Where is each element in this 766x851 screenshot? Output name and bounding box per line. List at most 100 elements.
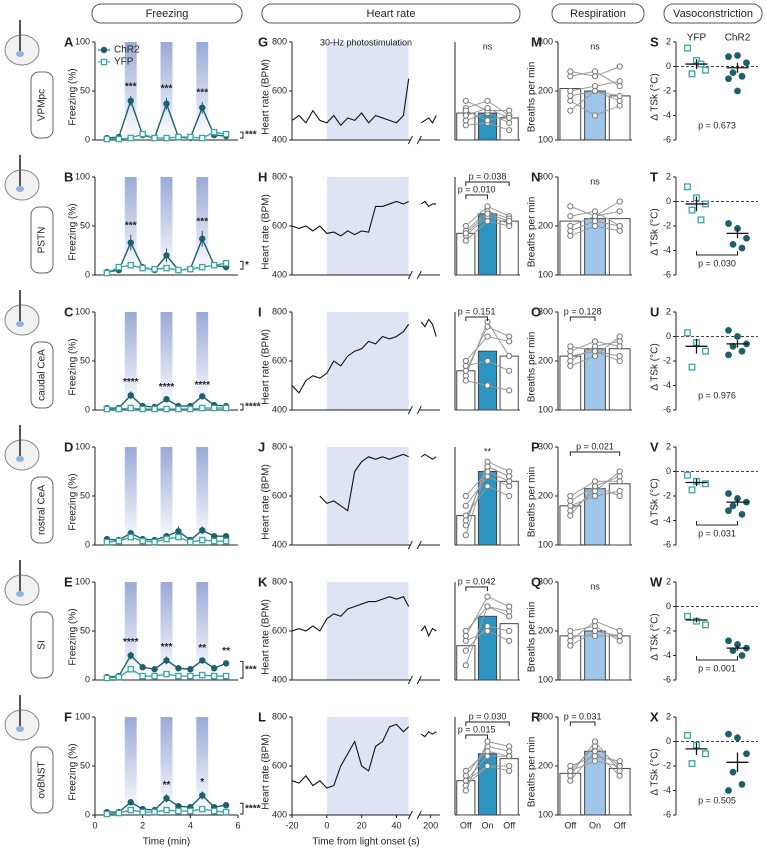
y-axis-label: Breaths per min [527,197,538,268]
x-axis-label: Time (min) [143,837,190,848]
point [684,183,691,191]
point [163,795,170,802]
point [567,502,574,509]
panel-letter: G [258,34,268,49]
point [729,240,737,248]
point [567,777,574,784]
point [115,537,123,545]
row-label-box [30,341,54,409]
point [115,135,123,143]
axis-break [407,135,413,145]
point [175,133,182,141]
bar [559,220,582,276]
y-tick-label: 400 [272,269,287,279]
y-tick-label: 200 [538,625,553,635]
significance-bracket [696,656,738,661]
y-axis-label: Δ TSk (°C) [650,613,661,660]
point [484,333,491,340]
panel-letter: R [531,709,541,724]
point [567,632,574,640]
point [684,471,691,479]
point [734,734,741,742]
point [210,672,218,680]
stimulation [160,582,173,680]
point [222,802,230,809]
y-tick-label: 400 [272,809,287,819]
stimulation [196,42,209,140]
panel-letter: L [258,709,266,724]
y-tick-label: 100 [75,576,90,586]
significance: **** [245,402,261,413]
point [484,105,491,112]
point [743,750,750,758]
x-tick-label: 0 [92,820,97,830]
trace [291,200,437,237]
stimulation [160,312,173,410]
point [484,210,491,217]
y-tick-label: -6 [663,539,671,549]
point [591,73,599,80]
significance: **** [123,637,139,648]
point [462,97,469,104]
y-tick-label: -2 [663,85,671,95]
brain-target [16,51,24,57]
point [198,805,206,813]
point [127,799,134,806]
y-tick-label: 0 [85,404,90,414]
point [462,787,469,794]
header-box [551,3,645,24]
bar [608,218,631,276]
significance-bracket [696,521,738,526]
stimulation [196,582,209,680]
point [462,777,469,784]
point [738,347,746,355]
point [139,130,146,138]
point [484,593,491,600]
significance-bracket [240,660,244,679]
point [616,478,623,485]
significance: *** [125,220,137,231]
point [484,603,491,610]
trace [291,723,437,789]
significance: *** [245,130,257,141]
y-axis-label: Δ TSk (°C) [650,343,661,390]
point [115,809,123,817]
point [462,122,469,129]
significance: p = 0.021 [576,441,614,451]
point [506,753,513,760]
header-box [261,3,521,24]
significance: ** [484,446,492,456]
point [738,652,746,659]
y-tick-label: 400 [272,539,287,549]
row-label-box [30,206,54,274]
point [702,347,709,355]
header-box [663,3,763,24]
point [567,203,574,210]
stimulation [124,42,137,140]
point [591,87,599,95]
point [725,75,732,83]
point [684,731,691,739]
panel-letter: F [64,709,72,724]
significance: ** [198,643,206,654]
point [127,533,134,541]
y-tick-label: 400 [272,134,287,144]
y-tick-label: 0 [666,601,671,611]
y-tick-label: 300 [538,576,553,586]
point [127,404,134,412]
y-tick-label: 800 [272,306,287,316]
row-label-box [30,476,54,544]
y-tick-label: -6 [663,404,671,414]
annotation: 30-Hz photostimulation [320,37,412,47]
point [127,97,134,105]
point [151,134,158,142]
row-label: caudal CeA [37,349,48,401]
point [484,218,491,225]
point [127,239,134,246]
stimulation [196,312,209,410]
point [462,632,469,640]
y-axis-label: Freezing (%) [68,203,79,260]
point [139,808,146,816]
significance-bracket [465,721,510,726]
point [163,134,170,142]
